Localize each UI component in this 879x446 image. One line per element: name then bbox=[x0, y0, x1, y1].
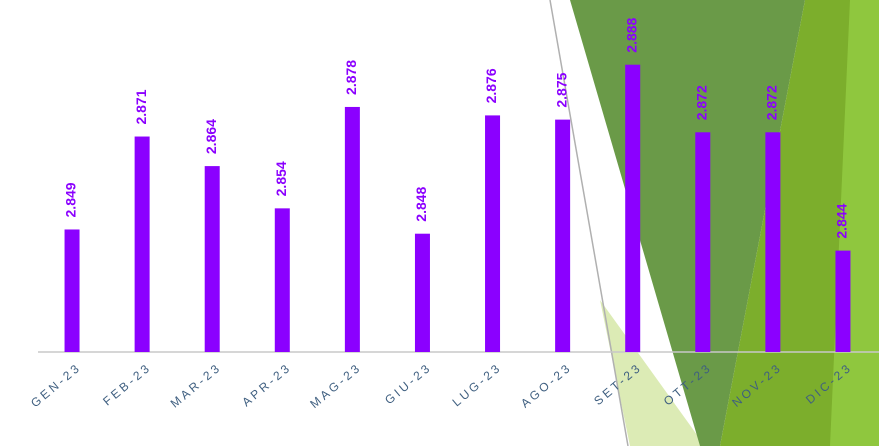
data-label: 2.872 bbox=[693, 85, 709, 120]
data-label: 2.876 bbox=[483, 68, 499, 103]
bar bbox=[625, 65, 640, 352]
x-tick-label: GEN-23 bbox=[28, 360, 84, 410]
x-tick-label: FEB-23 bbox=[100, 360, 154, 408]
data-label: 2.875 bbox=[553, 72, 569, 107]
bar bbox=[415, 234, 430, 352]
x-tick-label: LUG-23 bbox=[450, 360, 505, 409]
bar bbox=[555, 120, 570, 352]
bar bbox=[695, 132, 710, 352]
x-tick-label: GIU-23 bbox=[382, 360, 434, 407]
bar bbox=[835, 251, 850, 352]
data-label: 2.864 bbox=[203, 119, 219, 154]
data-label: 2.888 bbox=[623, 17, 639, 52]
data-label: 2.872 bbox=[764, 85, 780, 120]
data-label: 2.871 bbox=[133, 89, 149, 124]
data-label: 2.854 bbox=[273, 161, 289, 196]
bar bbox=[65, 229, 80, 352]
x-tick-label: MAG-23 bbox=[307, 360, 364, 411]
data-label: 2.844 bbox=[834, 203, 850, 238]
chart: 2.849 GEN-23 2.871 FEB-23 2.864 MAR-23 2.854 AP… bbox=[0, 0, 879, 446]
bar bbox=[275, 208, 290, 352]
data-label: 2.878 bbox=[343, 60, 359, 95]
bar bbox=[485, 115, 500, 352]
bar bbox=[205, 166, 220, 352]
bar bbox=[135, 137, 150, 352]
x-tick-label: MAR-23 bbox=[168, 360, 225, 411]
data-label: 2.849 bbox=[63, 182, 79, 217]
bar bbox=[765, 132, 780, 352]
x-tick-label: APR-23 bbox=[239, 360, 294, 409]
x-tick-label: AGO-23 bbox=[518, 360, 575, 411]
data-label: 2.848 bbox=[413, 186, 429, 221]
bar bbox=[345, 107, 360, 352]
